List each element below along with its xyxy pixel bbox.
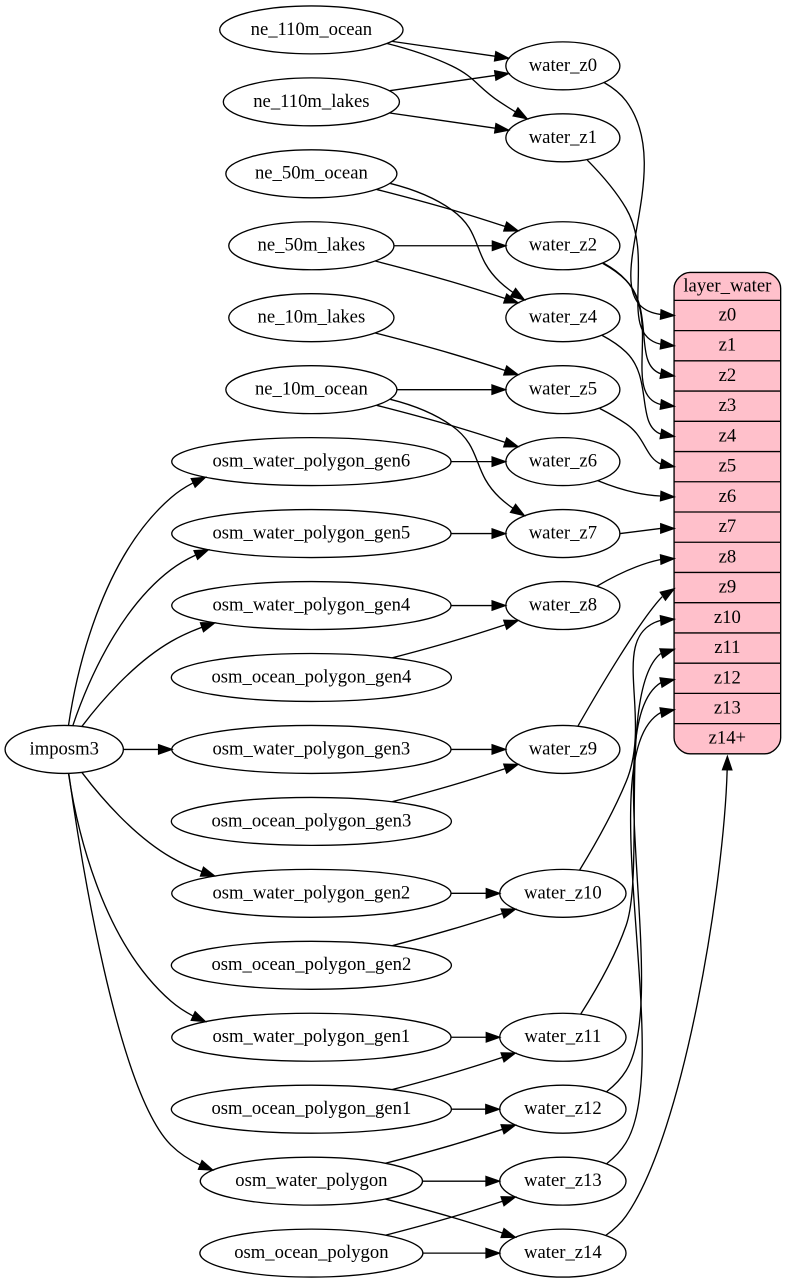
svg-text:imposm3: imposm3 [30,738,99,759]
svg-text:water_z0: water_z0 [529,55,597,76]
svg-text:osm_water_polygon_gen3: osm_water_polygon_gen3 [212,738,410,759]
svg-text:z0: z0 [719,304,737,325]
svg-text:osm_ocean_polygon_gen4: osm_ocean_polygon_gen4 [211,666,412,687]
svg-text:water_z9: water_z9 [529,738,597,759]
svg-text:water_z13: water_z13 [524,1170,602,1191]
svg-text:water_z14: water_z14 [524,1242,602,1263]
svg-text:osm_water_polygon_gen5: osm_water_polygon_gen5 [212,522,410,543]
svg-text:z12: z12 [714,667,741,688]
svg-text:osm_ocean_polygon_gen3: osm_ocean_polygon_gen3 [211,810,411,831]
svg-text:osm_water_polygon_gen6: osm_water_polygon_gen6 [212,451,410,472]
svg-text:ne_50m_ocean: ne_50m_ocean [255,163,369,184]
svg-text:water_z8: water_z8 [529,594,597,615]
svg-text:water_z6: water_z6 [529,451,597,472]
svg-text:osm_water_polygon_gen1: osm_water_polygon_gen1 [212,1026,410,1047]
svg-text:z7: z7 [719,516,737,537]
svg-text:z13: z13 [714,697,741,718]
svg-text:z5: z5 [719,456,737,477]
svg-text:z6: z6 [719,486,737,507]
svg-text:z11: z11 [714,637,740,658]
svg-text:osm_ocean_polygon: osm_ocean_polygon [234,1242,389,1263]
svg-text:water_z4: water_z4 [529,307,598,328]
svg-text:z1: z1 [719,335,737,356]
svg-text:osm_water_polygon_gen2: osm_water_polygon_gen2 [212,882,410,903]
svg-text:osm_ocean_polygon_gen1: osm_ocean_polygon_gen1 [211,1098,411,1119]
svg-text:ne_110m_ocean: ne_110m_ocean [251,19,373,40]
svg-text:z14+: z14+ [709,728,746,749]
svg-text:water_z2: water_z2 [529,235,597,256]
svg-text:water_z10: water_z10 [524,882,602,903]
svg-text:z2: z2 [719,365,737,386]
svg-text:layer_water: layer_water [683,275,772,296]
svg-text:z10: z10 [714,607,741,628]
svg-text:water_z7: water_z7 [529,522,597,543]
svg-text:water_z12: water_z12 [524,1098,602,1119]
svg-text:z4: z4 [719,425,737,446]
svg-text:osm_ocean_polygon_gen2: osm_ocean_polygon_gen2 [211,954,411,975]
svg-text:z3: z3 [719,395,737,416]
svg-text:ne_110m_lakes: ne_110m_lakes [253,91,369,112]
svg-text:water_z1: water_z1 [529,127,597,148]
svg-text:z9: z9 [719,577,737,598]
svg-text:water_z11: water_z11 [524,1026,601,1047]
svg-text:osm_water_polygon: osm_water_polygon [235,1170,388,1191]
svg-text:osm_water_polygon_gen4: osm_water_polygon_gen4 [212,594,410,615]
svg-text:z8: z8 [719,546,737,567]
svg-text:ne_10m_lakes: ne_10m_lakes [258,307,366,328]
svg-text:ne_10m_ocean: ne_10m_ocean [255,379,369,400]
svg-text:water_z5: water_z5 [529,379,597,400]
svg-text:ne_50m_lakes: ne_50m_lakes [258,235,366,256]
